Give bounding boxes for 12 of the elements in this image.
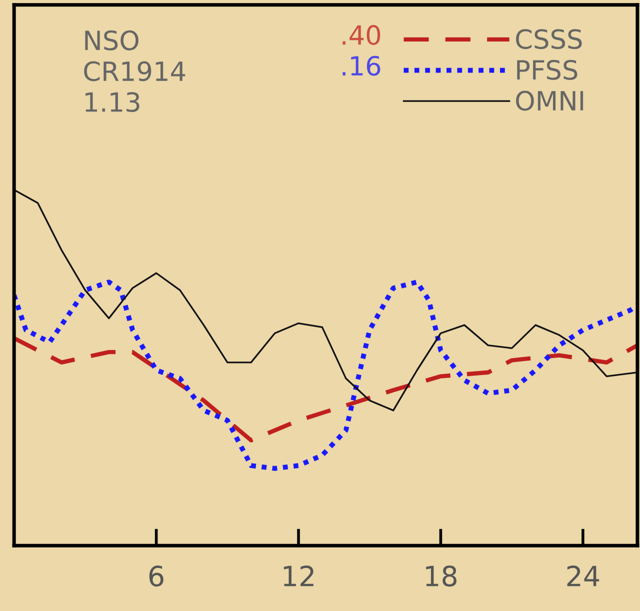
text: CR1914 <box>84 61 186 82</box>
text: .40 <box>342 25 380 45</box>
legend-label: CSSS <box>516 29 582 50</box>
legend-label: OMNI <box>516 90 584 111</box>
legend-label: PFSS <box>517 60 578 80</box>
x-tick-label: 24 <box>567 566 600 586</box>
text: .16 <box>342 56 380 76</box>
x-tick-label: 18 <box>426 566 456 587</box>
text: NSO <box>85 30 138 50</box>
x-tick-label: 6 <box>149 566 164 587</box>
x-tick-label: 12 <box>284 566 314 586</box>
text: 1.13 <box>86 92 140 112</box>
